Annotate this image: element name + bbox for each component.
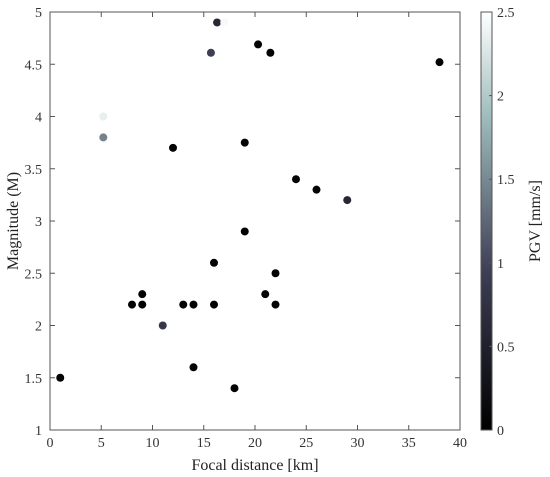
plot-area: 0 5 10 15 20 25 30 35 40 1 1.5 2 2.5 3 3.5 4 4.5 5 <box>25 6 468 451</box>
data-point <box>206 48 215 57</box>
data-point <box>138 300 147 309</box>
y-tick-label: 4.5 <box>25 58 43 73</box>
data-point <box>210 258 218 267</box>
x-axis-ticks: 0 5 10 15 20 25 30 35 40 <box>47 12 467 451</box>
x-tick-label: 30 <box>351 436 365 451</box>
data-point <box>266 48 275 57</box>
colorbar-title: PGV [mm/s] <box>527 180 544 262</box>
plot-frame <box>49 11 461 431</box>
y-tick-label: 1.5 <box>25 372 43 387</box>
data-point <box>261 290 270 299</box>
y-tick-label: 3 <box>35 215 42 230</box>
data-points <box>56 18 444 393</box>
x-tick-label: 10 <box>146 436 160 451</box>
y-tick-label: 5 <box>35 6 42 21</box>
colorbar-tick-label: 1.5 <box>497 173 515 188</box>
colorbar-ticks: 0 0.5 1 1.5 2 2.5 <box>489 6 515 439</box>
data-point <box>240 227 249 236</box>
x-tick-label: 40 <box>453 436 467 451</box>
y-tick-label: 3.5 <box>25 163 43 178</box>
x-tick-label: 15 <box>197 436 211 451</box>
data-point <box>169 143 177 152</box>
data-point <box>213 18 222 27</box>
data-point <box>56 373 65 382</box>
data-point <box>292 175 300 184</box>
data-point <box>210 300 218 309</box>
y-tick-label: 1 <box>35 424 42 439</box>
colorbar-tick-label: 2.5 <box>497 6 515 21</box>
y-axis-ticks: 1 1.5 2 2.5 3 3.5 4 4.5 5 <box>25 6 460 439</box>
colorbar-tick-label: 0 <box>497 424 504 439</box>
y-tick-label: 4 <box>35 111 42 126</box>
colorbar-tick-label: 2 <box>497 90 504 105</box>
data-point <box>271 269 280 278</box>
data-point <box>254 40 263 49</box>
data-point <box>312 185 321 194</box>
y-tick-label: 2.5 <box>25 267 43 282</box>
data-point <box>189 363 198 372</box>
data-point <box>189 300 198 309</box>
data-point <box>128 300 136 309</box>
data-point <box>343 196 352 205</box>
data-point <box>240 138 249 147</box>
data-point <box>158 321 167 330</box>
x-tick-label: 5 <box>98 436 105 451</box>
x-tick-label: 0 <box>47 436 54 451</box>
data-point <box>99 133 108 142</box>
x-tick-label: 35 <box>402 436 416 451</box>
x-axis-title: Focal distance [km] <box>191 457 318 474</box>
data-point <box>230 384 239 393</box>
data-point <box>271 300 280 309</box>
data-point <box>220 18 229 27</box>
colorbar-tick-label: 0.5 <box>497 340 515 355</box>
data-point <box>435 58 444 67</box>
data-point <box>138 290 147 299</box>
y-axis-title: Magnitude (M) <box>5 172 22 270</box>
x-tick-label: 25 <box>299 436 313 451</box>
data-point <box>99 112 108 121</box>
x-tick-label: 20 <box>248 436 262 451</box>
colorbar-gradient <box>480 11 493 431</box>
colorbar: 0 0.5 1 1.5 2 2.5 PGV [mm/s] <box>480 6 544 439</box>
data-point <box>179 300 188 309</box>
colorbar-tick-label: 1 <box>497 257 504 272</box>
y-tick-label: 2 <box>35 320 42 335</box>
